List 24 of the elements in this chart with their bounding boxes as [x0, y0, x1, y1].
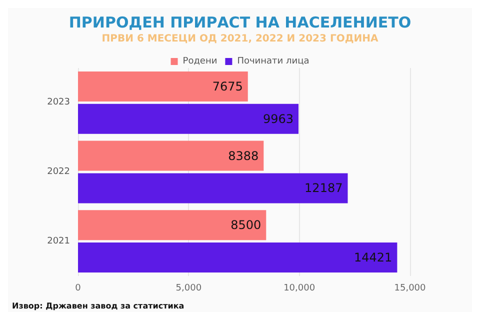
data-label: 8388	[228, 148, 259, 163]
legend-label: Починати лица	[237, 56, 310, 66]
bar	[78, 71, 248, 102]
x-tick-label: 15,000	[394, 284, 426, 294]
y-tick-label: 2023	[47, 98, 70, 108]
chart-title: ПРИРОДЕН ПРИРАСТ НА НАСЕЛЕНИЕТО	[68, 14, 412, 32]
bar	[78, 242, 398, 273]
data-label: 9963	[262, 112, 294, 126]
x-tick-label: 10,000	[284, 284, 316, 294]
data-label: 14421	[354, 250, 392, 265]
bar	[78, 173, 348, 204]
x-tick-label: 5,000	[176, 284, 202, 294]
data-label: 8500	[230, 218, 262, 232]
data-label: 12187	[304, 181, 343, 196]
legend-label: Родени	[182, 56, 218, 66]
data-label: 7675	[212, 79, 243, 94]
y-tick-label: 2022	[47, 167, 70, 177]
bar	[78, 104, 299, 134]
bar	[78, 140, 264, 171]
x-tick-label: 0	[75, 284, 82, 294]
chart-subtitle: ПРВИ 6 МЕСЕЦИ ОД 2021, 2022 И 2023 ГОДИНА	[102, 34, 378, 44]
y-tick-label: 2021	[47, 236, 70, 246]
bar	[78, 210, 266, 240]
text: Извор: Државен завод за статистика	[12, 302, 184, 310]
